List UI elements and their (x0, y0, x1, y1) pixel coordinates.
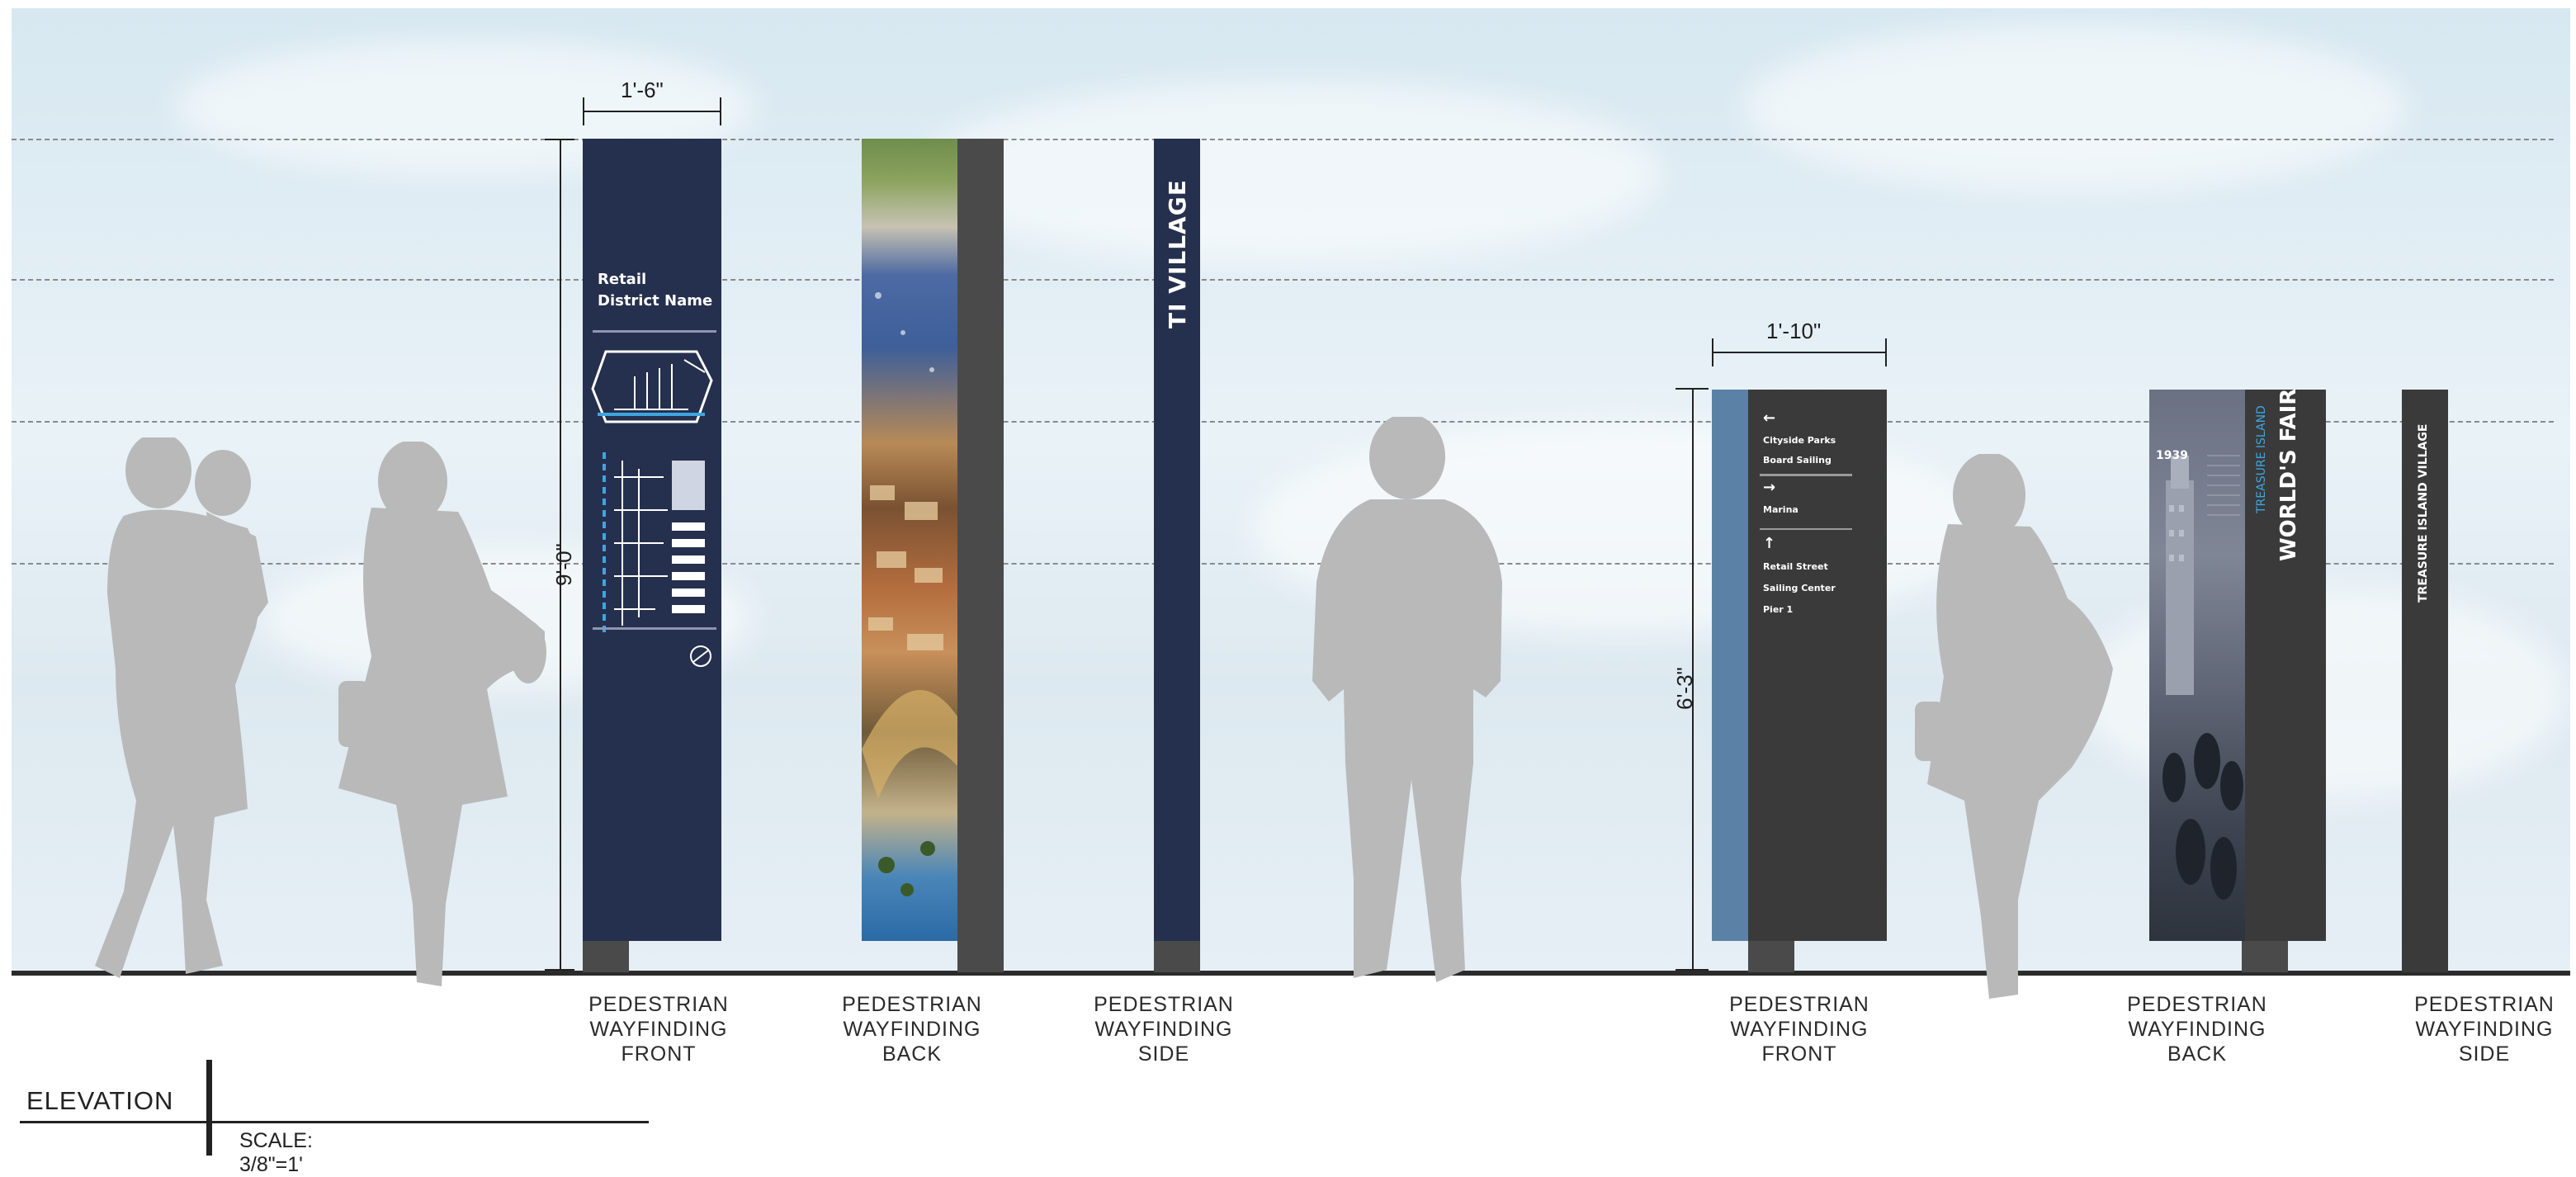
woman-silhouette-right (1915, 454, 2113, 999)
large-back-sign-pole (957, 139, 1004, 972)
width-dimension-line (583, 111, 721, 112)
legend-vertical-bar (206, 1060, 212, 1156)
height-dimension-line (1692, 390, 1694, 971)
map-icon (591, 350, 713, 423)
small-sign-width: 1'-10" (1766, 319, 1822, 343)
aerial-illustration (862, 292, 957, 896)
divider (593, 330, 716, 333)
height-guide-line (12, 563, 2554, 565)
legend-title: ELEVATION (26, 1086, 174, 1115)
legend-scale: SCALE: 3/8"=1' (239, 1129, 313, 1176)
ground-line (12, 971, 2570, 976)
caption-small-side: PEDESTRIAN WAYFINDING SIDE (2414, 993, 2555, 1066)
sign-base (583, 941, 629, 972)
parent-with-child-silhouette (95, 437, 268, 978)
destination-cityside-parks: Cityside Parks (1763, 435, 1836, 446)
height-guide-line (12, 139, 2554, 140)
destination-retail-street: Retail Street (1763, 561, 1828, 572)
woman-silhouette (338, 442, 546, 986)
caption-large-front: PEDESTRIAN WAYFINDING FRONT (588, 993, 729, 1066)
sign-base (1154, 941, 1200, 972)
height-guide-line (12, 421, 2554, 423)
large-sign-width: 1'-6" (621, 78, 664, 102)
small-front-sign-edge (1712, 390, 1748, 941)
fair-kicker: TREASURE ISLAND (2255, 405, 2268, 513)
destination-sailing-center: Sailing Center (1763, 583, 1836, 593)
dimension-tick (1712, 338, 1713, 366)
no-smoking-icon (690, 645, 711, 667)
small-back-sign-panel: TREASURE ISLAND WORLD'S FAIR (2245, 388, 2326, 941)
legend-underline (20, 1121, 649, 1123)
dimension-tick (545, 139, 574, 140)
small-sign-height: 6'-3" (1672, 667, 1697, 710)
small-front-sign-panel: ← Cityside Parks Board Sailing → Marina … (1748, 390, 1887, 941)
width-dimension-line (1712, 352, 1887, 353)
divider (1760, 474, 1852, 476)
destination-pier-1: Pier 1 (1763, 604, 1794, 615)
fair-title: WORLD'S FAIR (2276, 388, 2301, 561)
district-name-line1: Retail (598, 271, 647, 288)
side-sign-text: TI VILLAGE (1164, 179, 1191, 329)
district-name-line2: District Name (598, 292, 713, 310)
large-sign-height: 9'-0" (551, 543, 576, 586)
side-sign-text-small: TREASURE ISLAND VILLAGE (2417, 423, 2430, 603)
man-silhouette (1312, 417, 1502, 982)
fair-year: 1939 (2156, 449, 2188, 462)
dimension-tick (1676, 969, 1709, 971)
historic-photo (2162, 455, 2243, 900)
large-side-sign-panel: TI VILLAGE (1154, 139, 1200, 941)
caption-large-side: PEDESTRIAN WAYFINDING SIDE (1094, 993, 1234, 1066)
dimension-tick (583, 97, 584, 125)
destination-board-sailing: Board Sailing (1763, 455, 1832, 466)
sign-base (2242, 941, 2288, 972)
dimension-tick (545, 969, 574, 971)
sign-base (1748, 941, 1794, 972)
dimension-tick (1885, 338, 1887, 366)
height-dimension-line (560, 139, 561, 971)
height-guide-line (12, 279, 2554, 281)
small-back-sign-photo: 1939 (2149, 390, 2245, 941)
arrow-up-icon: ↑ (1763, 535, 1776, 552)
small-side-sign-panel: TREASURE ISLAND VILLAGE (2402, 390, 2448, 972)
destination-marina: Marina (1763, 504, 1798, 515)
large-front-sign-panel: Retail District Name (583, 139, 721, 941)
arrow-left-icon: ← (1763, 409, 1776, 427)
caption-small-front: PEDESTRIAN WAYFINDING FRONT (1729, 993, 1869, 1066)
dimension-tick (1676, 388, 1709, 390)
divider (593, 627, 716, 630)
caption-small-back: PEDESTRIAN WAYFINDING BACK (2127, 993, 2267, 1066)
dimension-tick (720, 97, 721, 125)
caption-large-back: PEDESTRIAN WAYFINDING BACK (842, 993, 982, 1066)
directory-map-icon (603, 452, 705, 634)
divider (1760, 528, 1852, 530)
large-back-sign-graphic (862, 139, 957, 941)
arrow-right-icon: → (1763, 479, 1776, 496)
